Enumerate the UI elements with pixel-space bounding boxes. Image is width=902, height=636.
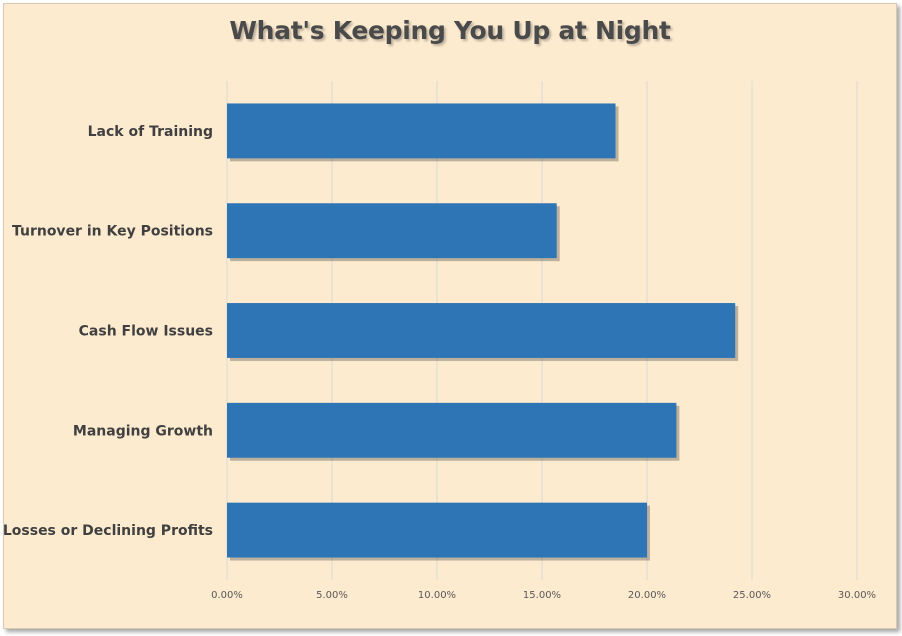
category-label: Losses or Declining Profits [4, 523, 213, 539]
x-tick-label: 10.00% [418, 590, 456, 601]
category-label: Turnover in Key Positions [12, 224, 213, 240]
x-axis-ticks: 0.00% 5.00% 10.00% 15.00% 20.00% 25.00% 30.00% [211, 590, 876, 601]
category-label: Lack of Training [88, 124, 213, 140]
x-tick-label: 30.00% [838, 590, 876, 601]
x-tick-label: 5.00% [316, 590, 348, 601]
bar [227, 502, 647, 558]
bar [227, 203, 557, 259]
x-tick-label: 0.00% [211, 590, 243, 601]
category-label: Managing Growth [73, 423, 213, 439]
x-tick-label: 20.00% [628, 590, 666, 601]
x-tick-label: 15.00% [523, 590, 561, 601]
category-labels: Lack of Training Turnover in Key Position… [4, 124, 213, 539]
chart-title: What's Keeping You Up at Night [229, 16, 671, 45]
bar [227, 103, 616, 159]
bar [227, 303, 736, 358]
x-tick-label: 25.00% [733, 590, 771, 601]
bar [227, 402, 677, 458]
chart-area: What's Keeping You Up at Night Lack of T… [3, 3, 897, 629]
bars [227, 103, 739, 561]
category-label: Cash Flow Issues [79, 324, 213, 340]
bar-chart: Lack of Training Turnover in Key Position… [4, 81, 876, 601]
